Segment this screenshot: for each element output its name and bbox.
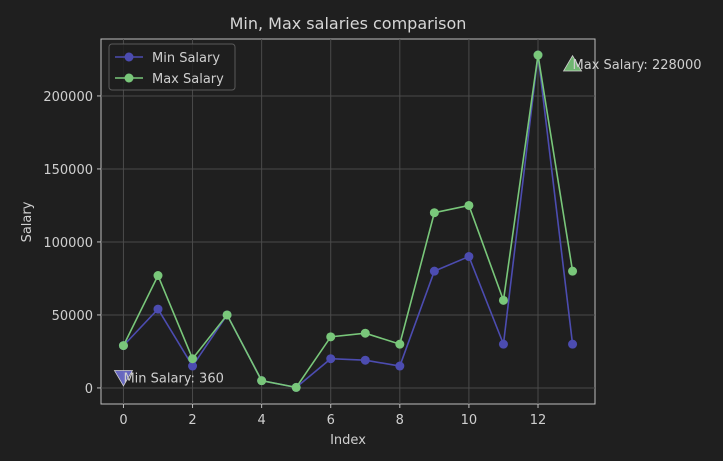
data-point (464, 252, 474, 262)
chart-title: Min, Max salaries comparison (230, 14, 467, 33)
y-tick-label: 200000 (43, 90, 93, 105)
annotations: Min Salary: 360 Max Salary: 228000 (113, 54, 702, 387)
x-tick-label: 8 (396, 413, 404, 428)
plot-area (100, 38, 596, 405)
legend: Min Salary Max Salary (108, 43, 236, 91)
data-point (360, 328, 370, 338)
legend-label: Min Salary (152, 51, 220, 66)
series-layer (118, 50, 578, 392)
data-point (222, 310, 232, 320)
data-point (429, 266, 439, 276)
series-line (122, 54, 574, 389)
data-point (429, 208, 439, 218)
x-tick-label: 10 (461, 413, 478, 428)
data-point (153, 304, 163, 314)
x-tick-label: 0 (119, 413, 127, 428)
data-point (188, 361, 198, 371)
legend-swatch-marker (124, 52, 134, 62)
data-point (395, 339, 405, 349)
y-tick-label: 100000 (43, 236, 93, 251)
data-point (118, 341, 128, 351)
data-point (498, 339, 508, 349)
x-tick-label: 12 (530, 413, 547, 428)
x-tick-label: 6 (327, 413, 335, 428)
data-point (568, 339, 578, 349)
y-tick-label: 150000 (43, 163, 93, 178)
data-point (291, 382, 301, 392)
series-max-salary (118, 50, 578, 392)
annotation-label: Min Salary: 360 (123, 372, 223, 387)
x-axis-label: Index (330, 433, 366, 448)
legend-item: Min Salary (115, 51, 220, 66)
data-point (360, 355, 370, 365)
y-axis-label: Salary (20, 201, 35, 242)
legend-label: Max Salary (152, 72, 224, 87)
data-point (188, 354, 198, 364)
annotation-marker (562, 54, 583, 72)
data-point (395, 361, 405, 371)
x-tick-label: 2 (188, 413, 196, 428)
y-axis-ticks: 0 50000 100000 150000 200000 (43, 90, 101, 397)
annotation-marker (113, 370, 134, 387)
data-point (326, 332, 336, 342)
legend-swatch-marker (124, 73, 134, 83)
data-point (464, 200, 474, 210)
data-point (568, 266, 578, 276)
series-line (122, 54, 574, 389)
data-point (326, 354, 336, 364)
data-point (153, 271, 163, 281)
y-tick-label: 0 (85, 382, 93, 397)
data-point (533, 50, 543, 60)
x-tick-label: 4 (257, 413, 265, 428)
y-tick-label: 50000 (52, 309, 93, 324)
data-point (498, 295, 508, 305)
legend-item: Max Salary (115, 72, 224, 87)
annotation-label: Max Salary: 228000 (573, 58, 702, 73)
data-point (257, 376, 267, 386)
x-axis-ticks: 0 2 4 6 8 10 12 (119, 404, 546, 428)
